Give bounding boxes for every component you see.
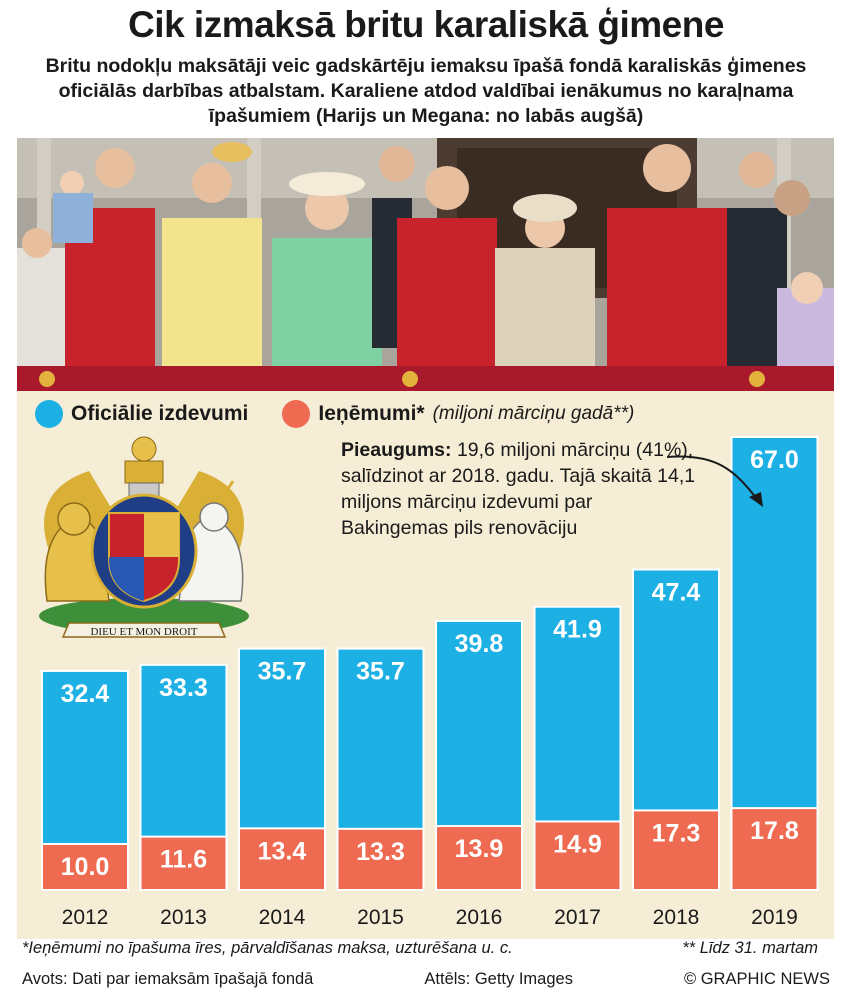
x-tick-2012: 2012 bbox=[62, 906, 109, 929]
x-tick-2019: 2019 bbox=[751, 906, 798, 929]
legend-unit-note: (miljoni mārciņu gadā**) bbox=[432, 403, 635, 424]
chart-legend: Oficiālie izdevumi Ieņēmumi* (miljoni mā… bbox=[35, 399, 634, 429]
bar-income-2015 bbox=[336, 827, 425, 892]
label-income-2016: 13.9 bbox=[455, 835, 504, 863]
annotation-text: 19,6 miljoni mārciņu (41%), salīdzinot a… bbox=[341, 439, 696, 539]
x-tick-2017: 2017 bbox=[554, 906, 601, 929]
legend-label-official: Oficiālie izdevumi bbox=[71, 402, 249, 425]
label-income-2019: 17.8 bbox=[750, 817, 799, 845]
bar-income-2013 bbox=[139, 835, 228, 892]
coat-of-arms-motto: DIEU ET MON DROIT bbox=[90, 626, 197, 638]
annotation-arrowhead bbox=[749, 492, 763, 507]
copyright-credit: © GRAPHIC NEWS bbox=[683, 970, 830, 988]
footnote-period: ** Līdz 31. martam bbox=[682, 939, 818, 957]
bar-income-2014 bbox=[238, 827, 326, 891]
label-income-2017: 14.9 bbox=[553, 830, 602, 858]
label-official-2017: 41.9 bbox=[553, 616, 602, 644]
label-income-2012: 10.0 bbox=[61, 853, 110, 881]
label-income-2015: 13.3 bbox=[356, 838, 405, 866]
x-tick-2015: 2015 bbox=[357, 906, 404, 929]
x-tick-2013: 2013 bbox=[160, 906, 207, 929]
bar-income-2018 bbox=[632, 809, 720, 892]
annotation-arrow bbox=[666, 455, 758, 500]
x-tick-2014: 2014 bbox=[259, 906, 306, 929]
label-official-2015: 35.7 bbox=[356, 658, 405, 686]
annotation-bold: Pieaugums: bbox=[341, 439, 452, 461]
label-official-2014: 35.7 bbox=[258, 658, 307, 686]
credits-row: Avots: Dati par iemaksām īpašajā fondā A… bbox=[22, 970, 830, 989]
label-official-2019: 67.0 bbox=[750, 446, 799, 474]
label-official-2013: 33.3 bbox=[159, 674, 208, 702]
x-tick-2016: 2016 bbox=[456, 906, 503, 929]
page-title: Cik izmaksā britu karaliskā ģimene bbox=[128, 4, 724, 45]
growth-annotation: Pieaugums: 19,6 miljoni mārciņu (41%), s… bbox=[341, 437, 701, 541]
x-tick-2018: 2018 bbox=[653, 906, 700, 929]
label-official-2018: 47.4 bbox=[652, 579, 701, 607]
bar-chart: 32.4 10.0 2012 33.3 11.6 2013 35.7 13.4 2014 35.7… bbox=[41, 436, 819, 929]
legend-swatch-official bbox=[35, 400, 63, 428]
bar-income-2012 bbox=[41, 843, 129, 891]
label-income-2013: 11.6 bbox=[160, 846, 207, 874]
label-income-2014: 13.4 bbox=[258, 837, 307, 865]
page-subtitle: Britu nodokļu maksātāji veic gadskārtēju… bbox=[45, 55, 807, 127]
royal-family-photo bbox=[17, 138, 834, 391]
label-official-2012: 32.4 bbox=[61, 680, 110, 708]
source-credit: Avots: Dati par iemaksām īpašajā fondā bbox=[22, 970, 314, 988]
label-official-2016: 39.8 bbox=[455, 630, 504, 658]
footnote-income: *Ieņēmumi no īpašuma īres, pārvaldīšanas… bbox=[22, 939, 513, 957]
label-income-2018: 17.3 bbox=[652, 819, 701, 847]
chart-panel: Oficiālie izdevumi Ieņēmumi* (miljoni mā… bbox=[17, 391, 834, 939]
royal-coat-of-arms: DIEU ET MON DROIT bbox=[39, 436, 249, 638]
legend-swatch-income bbox=[282, 400, 311, 428]
bar-income-2016 bbox=[435, 825, 523, 891]
legend-label-income: Ieņēmumi* bbox=[318, 402, 425, 425]
bar-income-2017 bbox=[533, 820, 622, 891]
bar-income-2019 bbox=[730, 807, 819, 891]
photo-credit: Attēls: Getty Images bbox=[424, 970, 573, 988]
